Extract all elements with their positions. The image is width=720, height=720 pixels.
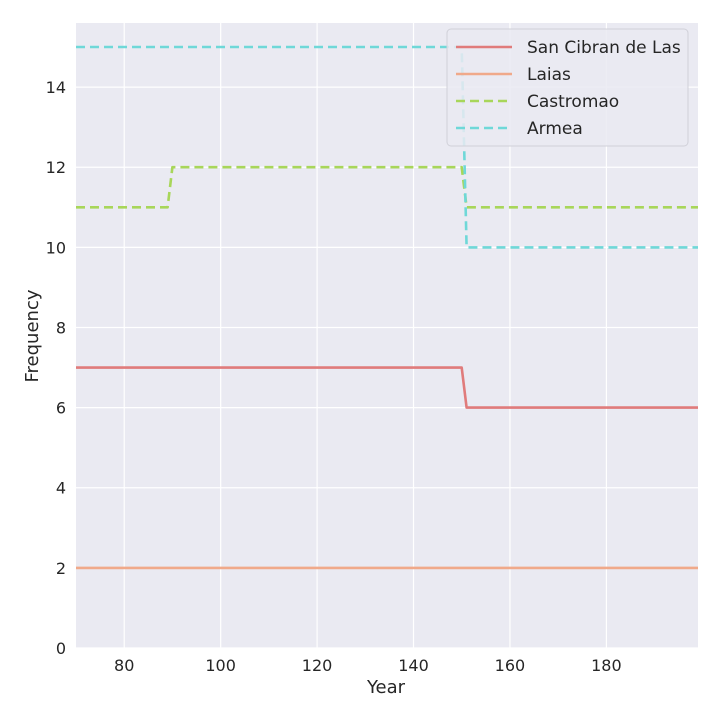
series-line-3 (76, 45, 698, 249)
x-tick-label: 80 (114, 656, 134, 675)
y-tick-label: 6 (56, 399, 66, 418)
y-tick-label: 2 (56, 559, 66, 578)
y-tick-label: 14 (46, 78, 66, 97)
y-tick-label: 4 (56, 479, 66, 498)
legend-label: Castromao (527, 92, 619, 112)
y-axis-label: Frequency (22, 289, 43, 382)
x-tick-label: 120 (302, 656, 333, 675)
tick-labels: 80 100 120 140 160 180 0 2 4 6 8 10 12 14 (46, 78, 622, 675)
legend: San Cibran de Las Laias Castromao Armea (446, 28, 689, 147)
series-line-2 (76, 165, 698, 209)
series-line-0 (76, 366, 698, 409)
y-tick-label: 8 (56, 318, 66, 337)
x-tick-label: 100 (205, 656, 236, 675)
legend-label: San Cibran de Las (527, 38, 681, 58)
x-tick-label: 180 (591, 656, 622, 675)
legend-label: Armea (527, 119, 583, 139)
x-tick-label: 160 (495, 656, 526, 675)
x-axis-label: Year (366, 677, 406, 698)
y-tick-label: 0 (56, 639, 66, 658)
series-lines (76, 45, 698, 570)
legend-box (446, 28, 689, 147)
x-tick-label: 140 (398, 656, 429, 675)
y-tick-label: 10 (46, 238, 66, 257)
legend-label: Laias (527, 65, 571, 85)
y-tick-label: 12 (46, 158, 66, 177)
